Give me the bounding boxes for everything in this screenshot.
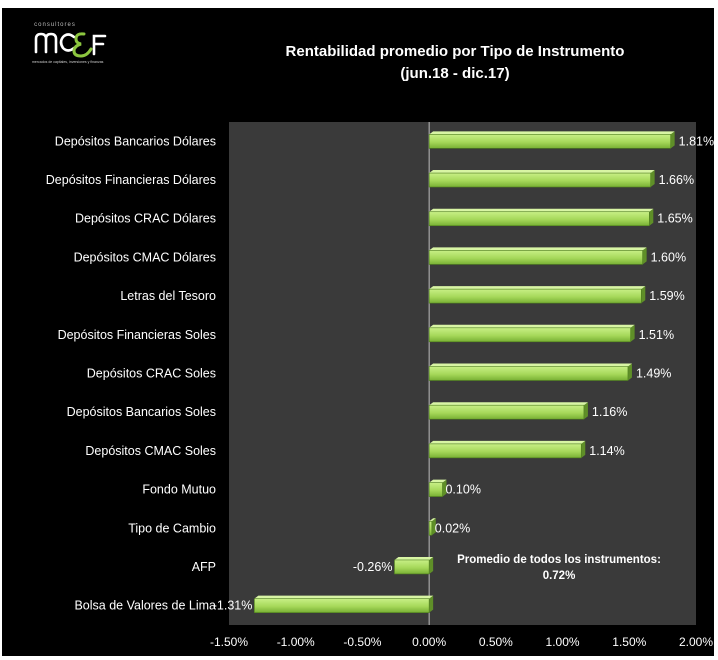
value-label-afp: -0.26% <box>353 560 393 574</box>
bar-top-depositos-bancarios-soles <box>429 402 588 406</box>
x-axis-ticks: -1.50% -1.00% -0.50% 0.00% 0.50% 1.00% 1.50% 2.… <box>210 635 713 649</box>
x-tick-label: 1.00% <box>546 635 580 649</box>
category-label-depositos-crac-dolares: Depósitos CRAC Dólares <box>75 212 216 226</box>
bar-side-depositos-crac-soles <box>627 363 632 381</box>
category-label-depositos-crac-soles: Depósitos CRAC Soles <box>87 367 216 381</box>
bar-depositos-financieras-dolares <box>428 172 651 188</box>
value-label-depositos-bancarios-dolares: 1.81% <box>679 134 714 148</box>
value-label-depositos-financieras-dolares: 1.66% <box>659 173 694 187</box>
bar-tipo-de-cambio <box>428 520 433 536</box>
x-tick-label: -1.00% <box>277 635 315 649</box>
bar-depositos-cmac-soles <box>428 443 582 459</box>
bar-top-afp <box>394 556 434 560</box>
average-annotation: Promedio de todos los instrumentos: 0.72… <box>457 554 661 582</box>
bar-afp <box>394 559 430 575</box>
category-label-fondo-mutuo: Fondo Mutuo <box>142 483 216 497</box>
category-label-tipo-de-cambio: Tipo de Cambio <box>128 521 216 535</box>
value-label-fondo-mutuo: 0.10% <box>445 483 480 497</box>
bar-depositos-financieras-soles <box>428 327 631 343</box>
bar-depositos-cmac-dolares <box>428 250 643 265</box>
bar-top-letras-del-tesoro <box>429 286 646 290</box>
bar-top-depositos-cmac-dolares <box>429 247 647 251</box>
category-label-letras-del-tesoro: Letras del Tesoro <box>120 289 216 303</box>
bar-side-depositos-bancarios-soles <box>583 402 588 420</box>
bar-depositos-bancarios-soles <box>428 404 585 420</box>
bar-top-depositos-crac-soles <box>429 363 632 367</box>
bar-side-depositos-cmac-soles <box>581 440 586 458</box>
category-label-depositos-financieras-soles: Depósitos Financieras Soles <box>58 328 216 342</box>
category-label-depositos-cmac-soles: Depósitos CMAC Soles <box>85 444 216 458</box>
bar-top-depositos-cmac-soles <box>429 440 586 444</box>
chart-subtitle: (jun.18 - dic.17) <box>400 65 509 82</box>
bar-top-depositos-financieras-dolares <box>429 170 655 174</box>
logo-top-text: consultores <box>34 22 76 28</box>
logo-mark <box>34 32 76 54</box>
bar-side-tipo-de-cambio <box>431 518 436 536</box>
bar-top-bolsa-de-valores-de-lima <box>254 595 434 599</box>
x-tick-label: -1.50% <box>210 635 248 649</box>
x-tick-label: -0.50% <box>343 635 381 649</box>
bar-side-depositos-bancarios-dolares <box>670 131 675 149</box>
category-label-depositos-cmac-dolares: Depósitos CMAC Dólares <box>74 250 216 264</box>
chart-frame: consultores mercados de capitales, inver… <box>2 8 714 656</box>
value-label-depositos-financieras-soles: 1.51% <box>639 328 674 342</box>
value-label-depositos-crac-dolares: 1.65% <box>657 212 692 226</box>
bar-top-depositos-crac-dolares <box>429 208 654 212</box>
bar-top-depositos-financieras-soles <box>429 324 635 328</box>
bar-side-depositos-financieras-soles <box>630 324 635 342</box>
x-tick-label: 0.00% <box>412 635 446 649</box>
bars <box>254 122 675 625</box>
bar-top-tipo-de-cambio <box>429 518 436 522</box>
value-label-letras-del-tesoro: 1.59% <box>649 289 684 303</box>
bar-bolsa-de-valores-de-lima <box>254 598 430 613</box>
category-label-afp: AFP <box>192 560 216 574</box>
bar-depositos-bancarios-dolares <box>428 134 671 149</box>
bar-top-depositos-bancarios-dolares <box>429 131 675 135</box>
bar-fondo-mutuo <box>428 482 443 497</box>
x-tick-label: 2.00% <box>679 635 713 649</box>
chart-title: Rentabilidad promedio por Tipo de Instru… <box>286 43 625 60</box>
category-label-bolsa-de-valores-de-lima: Bolsa de Valores de Lima <box>74 599 216 613</box>
bar-side-depositos-financieras-dolares <box>650 170 655 188</box>
value-label-depositos-cmac-dolares: 1.60% <box>651 250 686 264</box>
bar-depositos-crac-dolares <box>428 211 650 227</box>
x-tick-label: 1.50% <box>612 635 646 649</box>
logo-subtitle: mercados de capitales, inversiones y fin… <box>32 60 104 64</box>
value-label-depositos-crac-soles: 1.49% <box>636 367 671 381</box>
value-label-tipo-de-cambio: 0.02% <box>435 521 470 535</box>
category-label-depositos-bancarios-dolares: Depósitos Bancarios Dólares <box>55 134 216 148</box>
bar-side-letras-del-tesoro <box>641 286 646 304</box>
category-label-depositos-financieras-dolares: Depósitos Financieras Dólares <box>46 173 216 187</box>
category-label-depositos-bancarios-soles: Depósitos Bancarios Soles <box>67 405 216 419</box>
x-tick-label: 0.50% <box>479 635 513 649</box>
value-label-depositos-cmac-soles: 1.14% <box>589 444 624 458</box>
bar-side-depositos-crac-dolares <box>649 208 654 226</box>
annotation-line-1: Promedio de todos los instrumentos: <box>457 554 661 566</box>
value-labels: 1.81% 1.66% 1.65% 1.60% 1.59% 1.51% 1.49% 1.16%… <box>213 134 714 612</box>
bar-chart: consultores mercados de capitales, inver… <box>32 22 714 649</box>
bar-side-bolsa-de-valores-de-lima <box>429 595 434 613</box>
annotation-line-2: 0.72% <box>543 570 576 582</box>
bar-side-fondo-mutuo <box>442 479 447 497</box>
bar-top-fondo-mutuo <box>429 479 447 483</box>
logo-f <box>92 34 107 56</box>
bar-depositos-crac-soles <box>428 366 629 381</box>
bar-side-afp <box>429 556 434 574</box>
value-label-bolsa-de-valores-de-lima: -1.31% <box>213 599 253 613</box>
logo-ampersand <box>72 32 93 58</box>
bar-side-depositos-cmac-dolares <box>642 247 647 265</box>
company-logo: consultores mercados de capitales, inver… <box>32 22 107 64</box>
category-labels: Depósitos Bancarios Dólares Depósitos Fin… <box>46 134 216 612</box>
value-label-depositos-bancarios-soles: 1.16% <box>592 405 627 419</box>
bar-letras-del-tesoro <box>428 288 642 304</box>
